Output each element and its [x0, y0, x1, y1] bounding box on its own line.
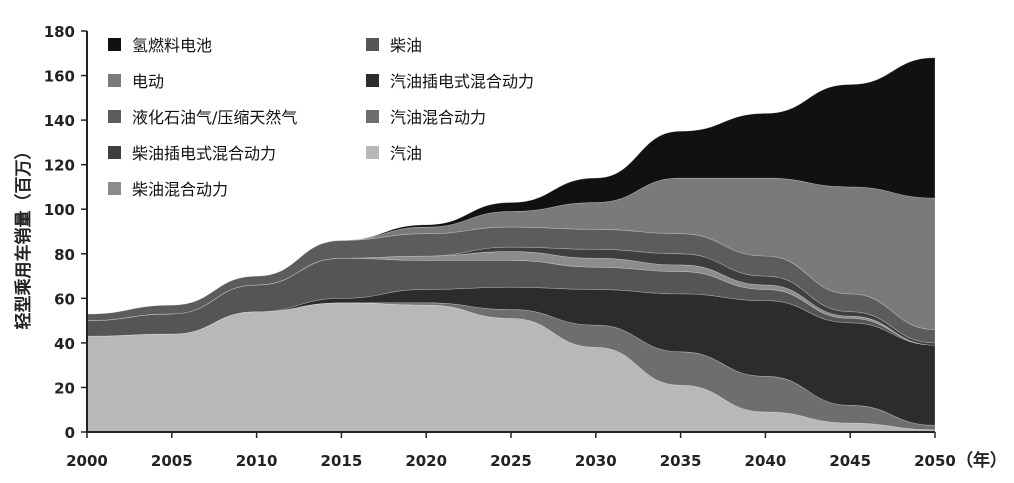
x-tick-label: 2010 [236, 452, 278, 470]
legend-label: 电动 [132, 72, 164, 91]
legend-swatch [366, 74, 379, 87]
axes: 2000 2005 2010 2015 2020 2025 2030 2035 2040 2045… [44, 23, 956, 470]
legend-swatch [108, 74, 121, 87]
legend-label: 柴油 [390, 36, 422, 55]
area-series-3 [86, 257, 936, 346]
x-tick-label: 2020 [405, 452, 447, 470]
area-series-8 [86, 57, 936, 315]
area-series-1 [86, 302, 936, 431]
x-tick-label: 2015 [321, 452, 363, 470]
x-tick-label: 2025 [490, 452, 532, 470]
y-tick-label: 80 [54, 246, 75, 264]
legend-swatch [108, 110, 121, 123]
x-tick-label: 2035 [660, 452, 702, 470]
y-axis-label: 轻型乘用车销量（百万） [13, 143, 34, 330]
legend-swatch [366, 110, 379, 123]
legend-swatch [108, 146, 121, 159]
area-layers [86, 57, 936, 433]
legend-swatch [108, 182, 121, 195]
legend-swatch [366, 146, 379, 159]
legend-label: 汽油插电式混合动力 [390, 72, 534, 91]
legend-swatch [366, 38, 379, 51]
legend-label: 柴油插电式混合动力 [132, 144, 276, 163]
legend-label: 液化石油气/压缩天然气 [132, 108, 297, 127]
legend-label: 汽油 [390, 144, 422, 163]
x-tick-label: 2030 [575, 452, 617, 470]
y-tick-label: 60 [54, 290, 75, 308]
y-tick-label: 160 [44, 68, 75, 86]
y-tick-label: 0 [65, 424, 75, 442]
legend-label: 汽油混合动力 [390, 108, 486, 127]
x-tick-label: 2045 [829, 452, 871, 470]
x-tick-label: 2005 [151, 452, 193, 470]
legend-label: 氢燃料电池 [132, 36, 212, 55]
x-tick-label: 2040 [745, 452, 787, 470]
y-tick-label: 120 [44, 157, 75, 175]
y-tick-label: 20 [54, 379, 75, 397]
legend-swatch [108, 38, 121, 51]
x-tick-label: 2000 [66, 452, 108, 470]
legend-label: 柴油混合动力 [132, 180, 228, 199]
y-tick-label: 140 [44, 112, 75, 130]
x-tick-label: 2050 [914, 452, 956, 470]
y-tick-label: 40 [54, 335, 75, 353]
y-tick-label: 100 [44, 201, 75, 219]
x-axis-label: （年） [956, 450, 1007, 471]
y-tick-label: 180 [44, 23, 75, 41]
